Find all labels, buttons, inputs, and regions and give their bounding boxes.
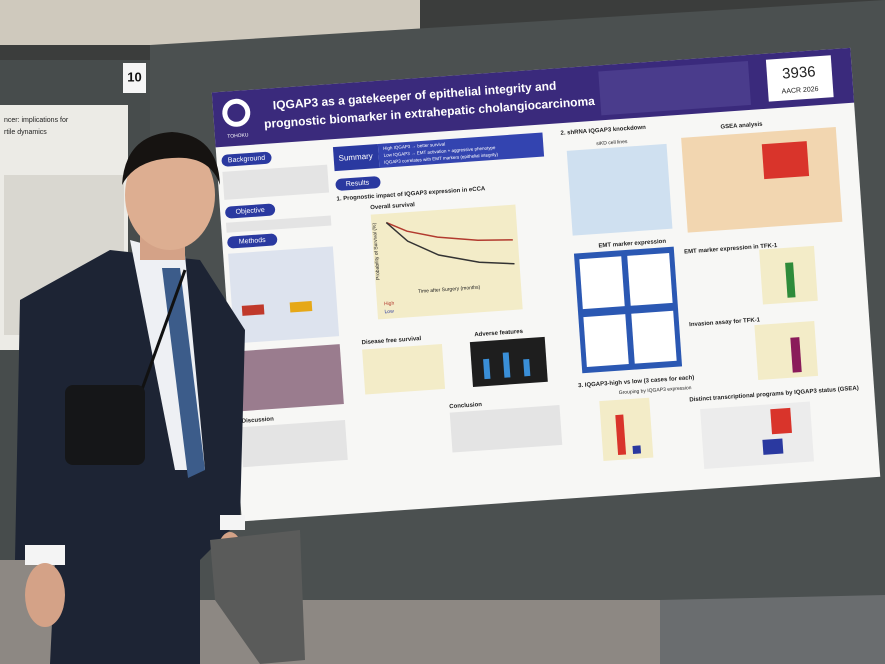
chart-bar [785,262,796,298]
section-heading: Discussion [242,416,275,424]
figure-heading: Invasion assay for TFK-1 [689,317,761,328]
section-heading: Results [346,180,370,189]
figure-heading: siKD cell lines [596,139,628,147]
face [125,140,215,250]
poster-number: 3936 [782,63,816,82]
summary-label [332,144,380,172]
chart-bar [632,445,642,454]
section-pill [225,203,276,219]
dfs-plot [362,344,446,395]
figure-heading: GSEA analysis [720,122,763,131]
chart-bar [615,414,627,456]
main-poster: TOHOKU IQGAP3 as a gatekeeper of epithel… [211,47,881,522]
figure-heading: Disease free survival [361,336,421,346]
histology-images [234,344,344,412]
gsea-bars [762,438,784,455]
text-block [240,419,348,468]
gsea-bars [761,141,810,180]
section-heading: Objective [235,207,265,216]
logo-mark [227,103,246,122]
figure-heading: Overall survival [370,202,415,211]
chart-bar [790,337,802,373]
person [15,132,305,664]
gsea-bars [770,407,792,435]
survival-curve-low [385,222,515,265]
conference: AACR 2026 [781,86,818,96]
tie [162,268,205,478]
figure-box [289,301,313,313]
section-heading: Methods [239,237,267,246]
figure-box [241,304,265,316]
emt-panel [627,252,673,306]
section-pill [335,176,381,191]
chart-bar [502,352,511,378]
hand [25,563,65,627]
section-heading: Conclusion [449,402,482,410]
left-poster-title: ncer: implications for [4,117,69,124]
invasion-chart [754,320,819,381]
text-block [225,215,332,233]
chair [210,530,305,664]
hair [122,132,220,185]
risk-label: High [384,301,395,308]
methods-figure [228,246,340,344]
chart-bar [523,358,531,377]
figure-heading: EMT marker expression [598,239,666,250]
board-number-card [123,63,146,93]
institution: TOHOKU [227,132,249,139]
gsea-ranked [700,401,815,470]
figure-heading: Adverse features [474,329,524,338]
chair-right [660,595,885,664]
bag [65,385,145,465]
emt-panel [583,314,629,367]
chart-bar [483,358,491,380]
axis-label: Probability of Survival (%) [372,222,382,280]
emt-panel [579,256,625,310]
figure-heading: Grouping by IQGAP3 expression [619,385,692,396]
risk-label: Low [384,309,394,316]
survival-plot [370,204,523,320]
authors-block [598,60,751,116]
number-card [765,55,834,102]
summary-box [377,132,545,168]
board-number: 10 [127,69,141,84]
cuff [220,515,245,530]
section-heading: Summary [338,152,373,163]
result-heading: 2. shRNA IQGAP3 knockdown [560,125,646,137]
emt-panel [631,310,677,364]
axis-label: Time after Surgery (months) [418,285,481,295]
text-block [222,164,330,200]
section-heading: Background [228,155,266,165]
left-poster-title: rtile dynamics [4,129,47,136]
section-pill [227,233,278,249]
section-pill [221,151,272,167]
summary-point: High IQGAP3 → better survival [383,141,445,150]
bag-strap [138,269,187,396]
survival-curve-high [386,221,513,242]
gsea-figure [681,127,843,233]
grouping-chart [599,397,654,462]
text-block [449,404,563,453]
sikd-figure [566,143,673,236]
cuff [25,545,65,565]
